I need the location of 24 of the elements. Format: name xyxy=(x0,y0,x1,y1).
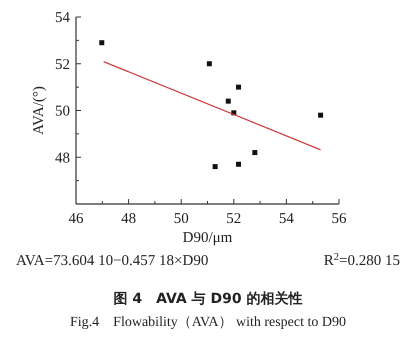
x-tick-label: 56 xyxy=(332,211,347,227)
y-tick-label: 50 xyxy=(55,104,70,120)
point xyxy=(236,84,242,90)
x-tick-label: 48 xyxy=(121,211,136,227)
point xyxy=(236,162,242,167)
text: AVA=73.604 10−0.457 18×D90 xyxy=(16,253,208,269)
x-tick-label: 52 xyxy=(226,211,242,227)
point xyxy=(226,98,231,104)
text: Fig.4 Flowability（AVA） with respect to D90 xyxy=(70,315,346,330)
x-tick-label: 54 xyxy=(278,211,294,227)
point xyxy=(99,40,104,46)
y-tick-label: 48 xyxy=(55,150,70,166)
y-axis-title: AVA/(°) xyxy=(31,86,47,135)
y-tick-label: 52 xyxy=(55,56,70,73)
y-tick-label: 54 xyxy=(55,10,70,26)
text: 图 4 AVA 与 D90 的相关性 xyxy=(114,290,302,307)
point xyxy=(318,112,324,118)
point xyxy=(252,150,258,156)
x-axis-title: D90/μm xyxy=(182,230,233,246)
x-tick-label: 50 xyxy=(174,211,189,227)
point xyxy=(206,61,212,66)
text: R$^{2}$=0.280 15 xyxy=(324,252,400,269)
x-tick-label: 46 xyxy=(68,211,84,227)
point xyxy=(212,164,218,170)
